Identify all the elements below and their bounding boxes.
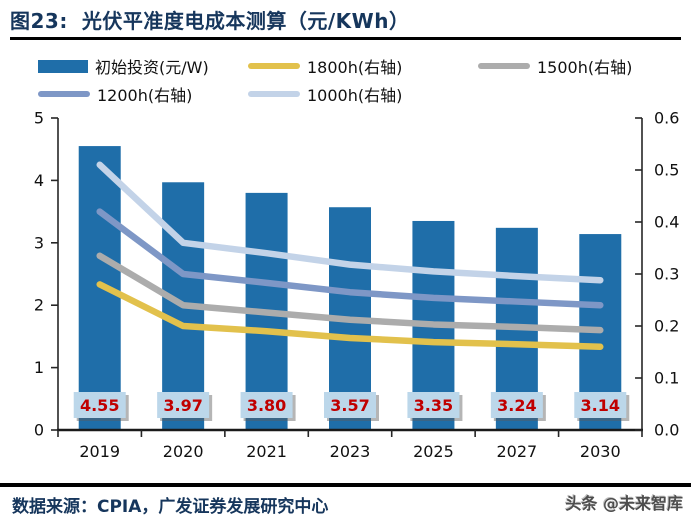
left-axis-tick-label: 2 (34, 296, 44, 315)
left-axis-tick-label: 0 (34, 421, 44, 440)
bar-value-label: 3.24 (497, 396, 536, 415)
bar-swatch-icon (38, 59, 88, 73)
x-axis-label-2030: 2030 (580, 442, 621, 461)
bar-value-label: 3.35 (414, 396, 453, 415)
line-1500h (96, 252, 604, 334)
legend-item-1200h: 1200h(右轴) (38, 85, 193, 105)
line-1200h (96, 208, 604, 309)
line-swatch-icon (478, 63, 530, 69)
legend-item-1500h: 1500h(右轴) (478, 57, 633, 77)
value-box (324, 392, 376, 418)
bar-value-label: 3.14 (581, 396, 620, 415)
right-axis-tick-label: 0.1 (654, 369, 679, 388)
x-axis-label-2021: 2021 (246, 442, 287, 461)
bar-2019 (78, 146, 121, 430)
right-axis-tick-label: 0.6 (654, 109, 679, 128)
line-swatch-icon (248, 63, 300, 69)
value-box (157, 392, 210, 418)
figure-number: 图23: (10, 9, 68, 33)
data-source-note: 数据来源：CPIA，广发证券发展研究中心 (12, 497, 329, 517)
legend-label: 初始投资(元/W) (95, 58, 209, 77)
legend-label: 1800h(右轴) (307, 58, 403, 77)
x-axis-label-2025: 2025 (413, 442, 454, 461)
chart-header: 图23: 光伏平准度电成本测算（元/KWh） (10, 5, 681, 34)
line-swatch-icon (38, 91, 90, 97)
page-title: 光伏平准度电成本测算（元/KWh） (81, 9, 410, 33)
value-box (73, 392, 126, 418)
right-axis-tick-label: 0.0 (654, 421, 679, 440)
right-axis-tick-label: 0.2 (654, 317, 679, 336)
legend-item-1800h: 1800h(右轴) (248, 57, 403, 77)
bar-value-label: 3.97 (163, 396, 202, 415)
x-axis-label-2023: 2023 (330, 442, 371, 461)
title-divider (10, 37, 681, 40)
legend-label: 1500h(右轴) (537, 58, 633, 77)
right-axis-tick-label: 0.4 (654, 213, 679, 232)
bar-value-label: 3.80 (247, 396, 286, 415)
right-axis-tick-label: 0.5 (654, 161, 679, 180)
value-box (490, 392, 543, 418)
line-swatch-icon (248, 91, 300, 97)
left-axis-tick-label: 4 (34, 171, 44, 190)
left-axis-tick-label: 1 (34, 358, 44, 377)
left-axis-tick-label: 3 (34, 233, 44, 252)
left-axis-tick-label: 5 (34, 109, 44, 128)
legend-label: 1000h(右轴) (307, 86, 403, 105)
line-1800h (96, 281, 604, 351)
value-box (574, 392, 627, 418)
value-box (407, 392, 460, 418)
legend-item-1000h: 1000h(右轴) (248, 85, 403, 105)
legend-label: 1200h(右轴) (97, 86, 193, 105)
legend-item-W: 初始投资(元/W) (38, 57, 209, 77)
x-axis-label-2020: 2020 (163, 442, 204, 461)
x-axis-label-2019: 2019 (79, 442, 120, 461)
footer-divider (0, 483, 691, 487)
value-box (240, 392, 293, 418)
right-axis-tick-label: 0.3 (654, 265, 679, 284)
bar-value-label: 3.57 (330, 396, 369, 415)
bar-value-label: 4.55 (80, 396, 119, 415)
x-axis-label-2027: 2027 (496, 442, 537, 461)
watermark: 头条 @未来智库 (565, 494, 683, 513)
line-1000h (96, 161, 604, 284)
